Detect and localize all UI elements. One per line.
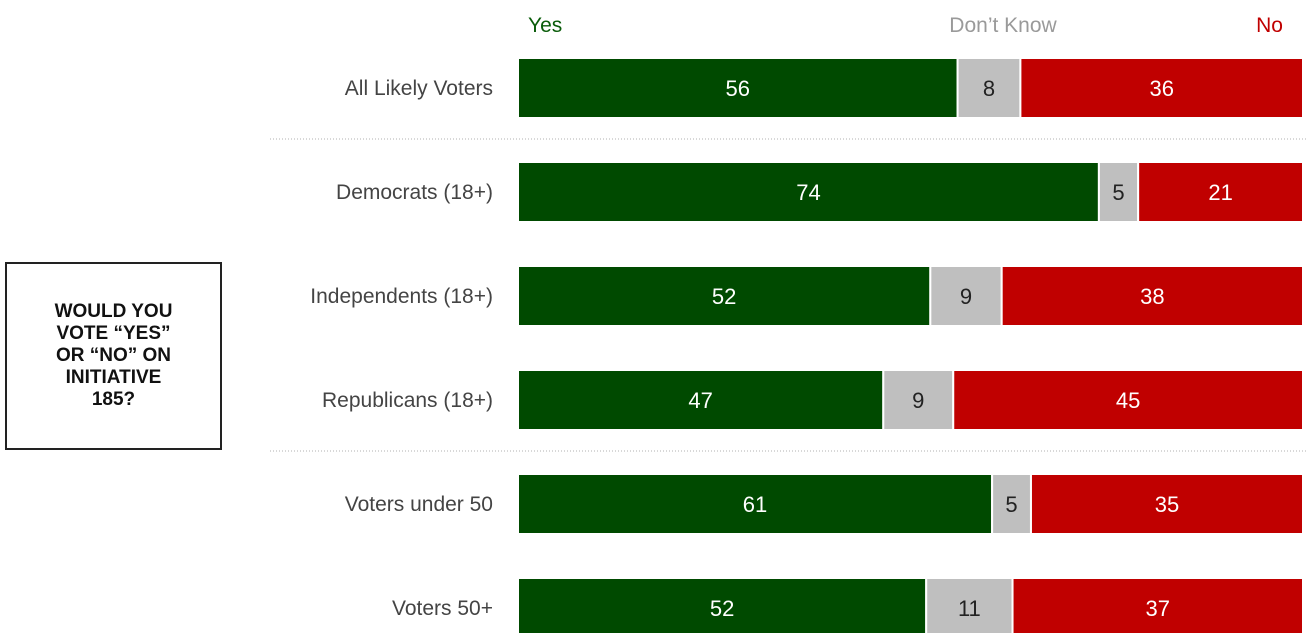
data-label: 36 xyxy=(1149,76,1173,101)
data-label: 52 xyxy=(712,284,736,309)
data-label: 11 xyxy=(958,596,981,621)
bar-yes xyxy=(517,57,959,119)
category-labels: All Likely Voters Democrats (18+) Independ… xyxy=(310,77,493,620)
data-label: 37 xyxy=(1146,596,1170,621)
data-label: 56 xyxy=(726,76,750,101)
bar-yes xyxy=(517,473,994,535)
bar-no xyxy=(1000,265,1305,327)
data-label: 47 xyxy=(688,388,712,413)
bar-don-t-know xyxy=(991,473,1032,535)
category-label: Voters 50+ xyxy=(392,597,493,620)
data-label: 38 xyxy=(1140,284,1164,309)
category-label: Voters under 50 xyxy=(345,493,493,516)
category-label: Independents (18+) xyxy=(310,285,493,308)
data-label: 61 xyxy=(743,492,767,517)
bar-don-t-know xyxy=(956,57,1022,119)
data-label: 9 xyxy=(912,388,924,413)
data-label: 52 xyxy=(710,596,734,621)
data-label: 35 xyxy=(1155,492,1179,517)
data-label: 5 xyxy=(1005,492,1017,517)
question-box: WOULD YOU VOTE “YES” OR “NO” ON INITIATI… xyxy=(5,262,222,450)
data-label: 74 xyxy=(796,180,820,205)
category-label: All Likely Voters xyxy=(345,77,493,100)
data-label: 5 xyxy=(1112,180,1124,205)
bar-yes xyxy=(517,161,1100,223)
category-label: Democrats (18+) xyxy=(336,181,493,204)
bar-no xyxy=(1019,57,1305,119)
bar-yes xyxy=(517,577,928,633)
bar-yes xyxy=(517,369,885,431)
bar-no xyxy=(1029,473,1305,535)
bars: 56 8 36 74 5 21 52 9 38 47 9 45 61 5 35 52 11 37 xyxy=(517,57,1305,633)
legend: Yes Don’t Know No xyxy=(528,14,1283,37)
data-label: 8 xyxy=(983,76,995,101)
bar-no xyxy=(1011,577,1304,633)
legend-yes: Yes xyxy=(528,14,562,37)
bar-no xyxy=(952,369,1304,431)
category-label: Republicans (18+) xyxy=(322,389,493,412)
data-label: 9 xyxy=(960,284,972,309)
bar-no xyxy=(1137,161,1305,223)
data-label: 21 xyxy=(1208,180,1232,205)
bar-don-t-know xyxy=(929,265,1003,327)
data-label: 45 xyxy=(1116,388,1140,413)
legend-don-t-know: Don’t Know xyxy=(949,14,1057,37)
legend-no: No xyxy=(1256,14,1283,37)
